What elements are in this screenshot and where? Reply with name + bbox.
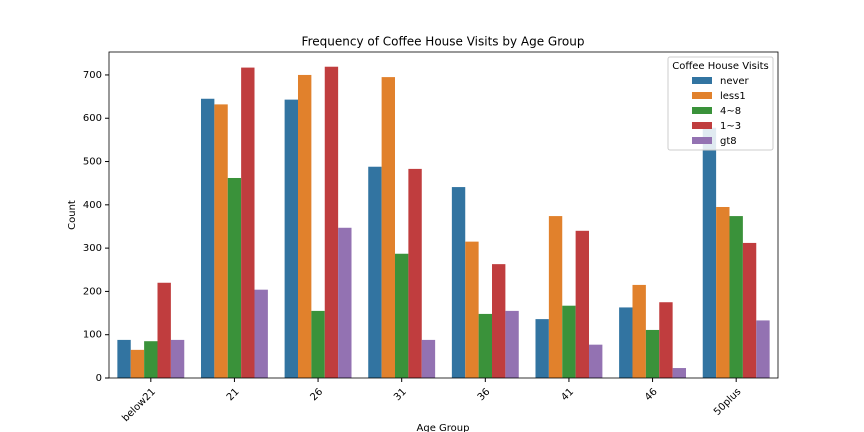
legend-swatch bbox=[692, 122, 712, 129]
x-tick-label: 36 bbox=[476, 386, 493, 403]
legend-label: 4~8 bbox=[720, 106, 741, 117]
legend-swatch bbox=[692, 137, 712, 144]
bar bbox=[421, 339, 436, 378]
bar bbox=[130, 349, 145, 378]
bar bbox=[632, 284, 646, 378]
bar bbox=[702, 127, 717, 378]
x-tick-label: 26 bbox=[309, 386, 326, 403]
bar bbox=[200, 98, 215, 379]
bar bbox=[157, 282, 171, 378]
bar bbox=[368, 166, 382, 378]
bar bbox=[672, 368, 687, 378]
bar bbox=[716, 206, 730, 378]
x-tick-label: below21 bbox=[120, 386, 158, 424]
x-tick-label: 31 bbox=[392, 386, 409, 403]
x-tick-label: 50plus bbox=[712, 386, 743, 417]
x-tick-label: 21 bbox=[225, 386, 242, 403]
y-tick-label: 200 bbox=[83, 286, 102, 297]
y-tick-label: 300 bbox=[83, 243, 102, 254]
bar bbox=[144, 341, 158, 378]
bar bbox=[742, 242, 757, 378]
y-tick-label: 500 bbox=[83, 157, 102, 168]
legend-swatch bbox=[692, 92, 712, 99]
x-tick-label: 46 bbox=[643, 386, 660, 403]
plot-frame bbox=[108, 51, 779, 379]
bar bbox=[729, 216, 743, 378]
bar bbox=[619, 307, 633, 378]
legend-label: gt8 bbox=[720, 136, 737, 147]
bar bbox=[241, 67, 255, 378]
bar bbox=[338, 227, 352, 378]
legend-title: Coffee House Visits bbox=[672, 61, 769, 72]
bar bbox=[478, 313, 493, 378]
bar bbox=[451, 187, 466, 378]
bar bbox=[756, 320, 770, 378]
bar bbox=[254, 289, 268, 378]
bar bbox=[408, 168, 422, 378]
x-axis-label: Age Group bbox=[417, 423, 470, 432]
bar bbox=[575, 230, 590, 378]
bar bbox=[381, 77, 395, 378]
bar bbox=[659, 302, 673, 378]
y-tick-label: 600 bbox=[83, 113, 102, 124]
y-tick-label: 100 bbox=[83, 330, 102, 341]
bar bbox=[311, 310, 325, 378]
bar bbox=[170, 339, 185, 378]
x-tick-label: 41 bbox=[559, 386, 576, 403]
bar bbox=[324, 66, 339, 378]
y-axis-label: Count bbox=[67, 200, 78, 230]
bar bbox=[548, 216, 563, 378]
chart-title: Frequency of Coffee House Visits by Age … bbox=[302, 35, 585, 49]
bar bbox=[214, 104, 228, 378]
legend-label: 1~3 bbox=[720, 121, 741, 132]
y-tick-label: 0 bbox=[96, 373, 102, 384]
bar bbox=[505, 310, 519, 378]
legend-label: never bbox=[720, 76, 750, 87]
legend-swatch bbox=[692, 107, 712, 114]
bar bbox=[535, 319, 549, 378]
legend-swatch bbox=[692, 77, 712, 84]
bar bbox=[297, 74, 312, 378]
bar bbox=[562, 305, 576, 378]
bar bbox=[589, 344, 603, 378]
y-tick-label: 700 bbox=[83, 70, 102, 81]
legend-label: less1 bbox=[720, 91, 746, 102]
bar bbox=[284, 99, 298, 379]
y-tick-label: 400 bbox=[83, 200, 102, 211]
bar bbox=[117, 339, 131, 378]
bar bbox=[394, 253, 409, 378]
bar bbox=[465, 241, 479, 378]
bar bbox=[645, 329, 660, 378]
bar bbox=[227, 177, 242, 378]
bar bbox=[492, 264, 506, 378]
